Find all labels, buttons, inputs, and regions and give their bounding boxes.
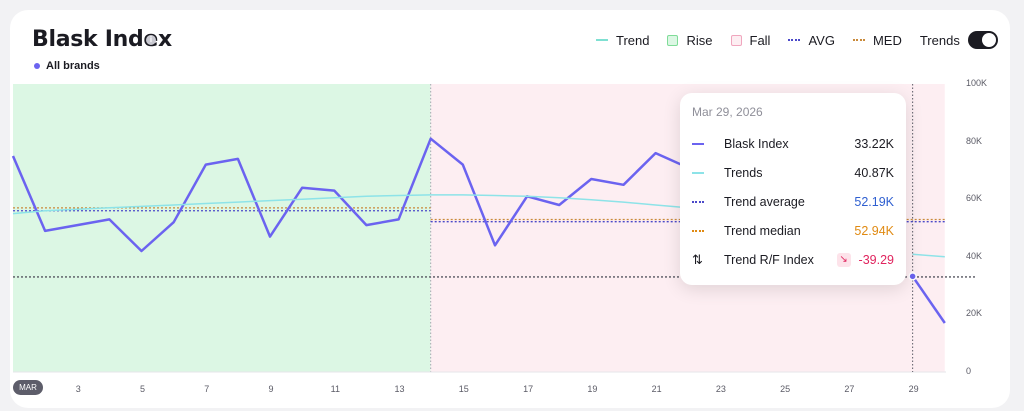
y-tick-label: 80K	[966, 135, 983, 146]
hover-point	[908, 272, 917, 281]
legend-trend-label: Trend	[616, 32, 650, 48]
x-tick-label: 27	[844, 384, 855, 394]
tooltip-label: Trend R/F Index	[724, 253, 814, 267]
fall-swatch	[730, 34, 742, 46]
blask-index-line	[911, 275, 946, 324]
up-down-arrows-icon: ⇅	[692, 252, 703, 267]
y-tick-label: 20K	[966, 308, 983, 319]
tooltip-date: Mar 29, 2026	[692, 105, 763, 119]
x-tick-label: 19	[587, 384, 598, 394]
hover-tooltip: Mar 29, 2026 Blask Index 33.22K Trends 4…	[680, 93, 906, 285]
index-marker	[692, 143, 704, 145]
x-tick-label: 17	[523, 384, 534, 394]
avg-marker	[692, 201, 704, 203]
x-tick-label: 25	[780, 384, 791, 394]
blask-index-line	[11, 137, 689, 253]
trend-line	[12, 194, 688, 215]
y-tick-label: 0	[966, 366, 972, 376]
x-tick-label: 21	[651, 384, 662, 394]
med-marker	[692, 230, 704, 232]
legend-avg[interactable]: AVG	[788, 33, 835, 48]
x-tick-label: 13	[394, 384, 405, 394]
x-tick-label: 29	[908, 384, 919, 394]
rise-swatch	[667, 34, 679, 46]
brand-filter-label: All brands	[46, 60, 100, 72]
y-tick-label: 100K	[966, 78, 988, 88]
legend-rise-label: Rise	[686, 32, 713, 48]
legend-rise[interactable]: Rise	[667, 32, 713, 48]
med-swatch	[852, 39, 865, 41]
rise-region	[13, 84, 431, 372]
legend-fall[interactable]: Fall	[730, 32, 771, 48]
brand-dot-icon	[34, 63, 40, 69]
trend-line-swatch	[596, 39, 608, 41]
tooltip-value: 40.87K	[854, 166, 894, 180]
x-tick-label: 11	[330, 384, 340, 394]
y-tick-label: 60K	[966, 193, 983, 204]
trend-down-icon: ↘	[836, 253, 851, 267]
legend-fall-label: Fall	[749, 32, 771, 48]
trend-marker	[692, 172, 704, 174]
tooltip-label: Blask Index	[724, 137, 789, 151]
legend-avg-label: AVG	[808, 32, 835, 48]
month-pill: MAR	[13, 380, 43, 395]
trend-line	[912, 253, 945, 258]
y-tick-label: 40K	[966, 250, 983, 261]
x-tick-label: 15	[458, 384, 469, 394]
legend-trend[interactable]: Trend	[596, 33, 649, 48]
x-tick-label: 9	[268, 384, 274, 394]
tooltip-label: Trends	[724, 166, 763, 180]
legend-med[interactable]: MED	[852, 32, 902, 48]
info-icon[interactable]: i	[146, 35, 156, 45]
tooltip-row-rf-index: ⇅ Trend R/F Index ↘ -39.29	[692, 250, 894, 270]
tooltip-row-index: Blask Index 33.22K	[692, 134, 894, 154]
legend-med-label: MED	[872, 32, 902, 48]
avg-swatch	[788, 39, 801, 41]
x-tick-label: 23	[715, 384, 726, 394]
x-tick-label: 5	[140, 384, 146, 394]
tooltip-value: 33.22K	[854, 137, 894, 151]
trends-toggle[interactable]	[967, 31, 998, 49]
tooltip-row-avg: Trend average 52.19K	[692, 192, 894, 212]
tooltip-label: Trend average	[724, 195, 805, 209]
tooltip-row-med: Trend median 52.94K	[692, 221, 894, 241]
toggle-knob	[981, 33, 996, 47]
tooltip-value: 52.94K	[854, 224, 894, 238]
trends-toggle-label: Trends	[919, 32, 960, 48]
x-tick-label: 7	[204, 384, 210, 394]
brand-filter[interactable]: All brands	[34, 60, 100, 72]
chart-legend: Trend Rise Fall AVG MED Trends	[596, 31, 998, 49]
tooltip-row-trends: Trends 40.87K	[692, 163, 894, 183]
tooltip-value: -39.29	[858, 253, 894, 267]
x-tick-label: 3	[75, 384, 81, 394]
tooltip-label: Trend median	[724, 224, 801, 238]
tooltip-value: 52.19K	[854, 195, 894, 209]
